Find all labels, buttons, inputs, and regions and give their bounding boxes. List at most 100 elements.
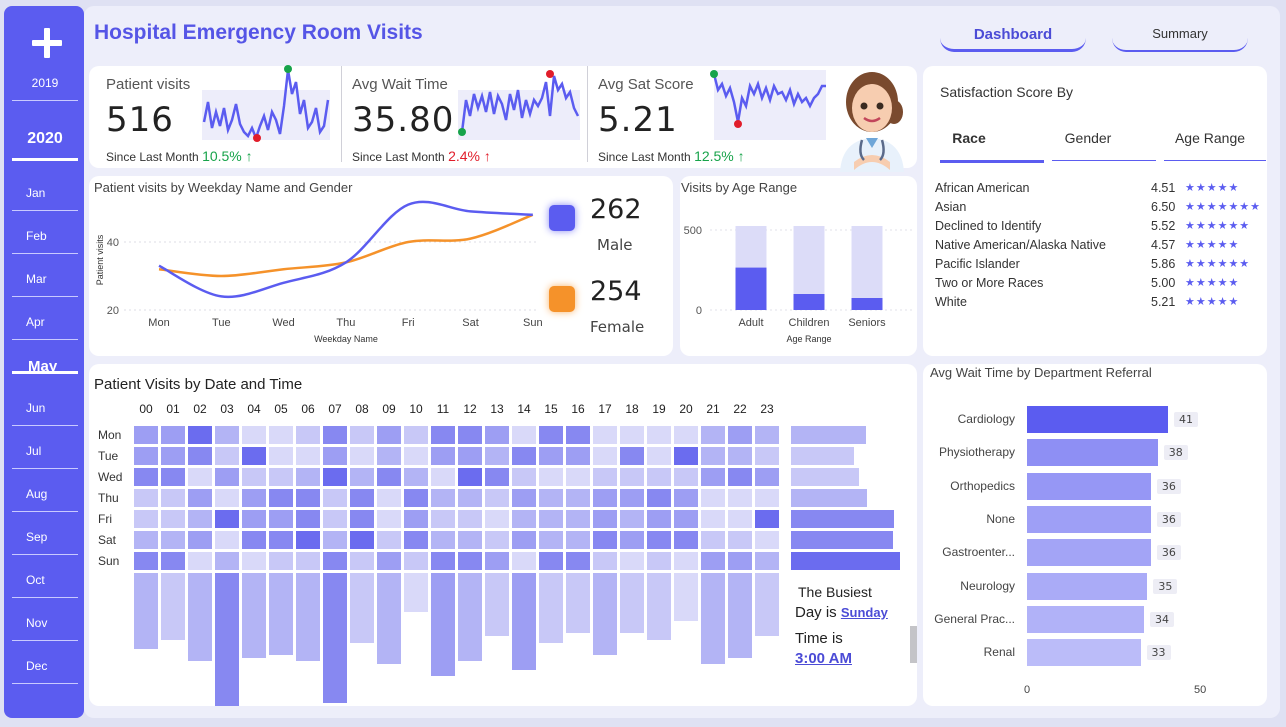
hour-total-bar[interactable] bbox=[647, 573, 671, 640]
heatmap-cell[interactable] bbox=[215, 531, 239, 549]
dept-bar[interactable] bbox=[1027, 605, 1144, 633]
heatmap-cell[interactable] bbox=[134, 510, 158, 528]
hour-total-bar[interactable] bbox=[458, 573, 482, 661]
heatmap-cell[interactable] bbox=[593, 552, 617, 570]
heatmap-cell[interactable] bbox=[755, 489, 779, 507]
heatmap-cell[interactable] bbox=[728, 426, 752, 444]
heatmap-cell[interactable] bbox=[350, 552, 374, 570]
heatmap-cell[interactable] bbox=[755, 510, 779, 528]
heatmap-cell[interactable] bbox=[728, 552, 752, 570]
heatmap-cell[interactable] bbox=[404, 510, 428, 528]
tab-gender[interactable]: Gender bbox=[1064, 130, 1112, 146]
heatmap-cell[interactable] bbox=[593, 447, 617, 465]
hour-total-bar[interactable] bbox=[377, 573, 401, 664]
heatmap-cell[interactable] bbox=[431, 447, 455, 465]
hour-total-bar[interactable] bbox=[701, 573, 725, 664]
heatmap-cell[interactable] bbox=[593, 468, 617, 486]
month-nov[interactable]: Nov bbox=[12, 616, 78, 641]
heatmap-cell[interactable] bbox=[269, 510, 293, 528]
heatmap-cell[interactable] bbox=[134, 489, 158, 507]
busiest-time-link[interactable]: 3:00 AM bbox=[795, 650, 852, 667]
heatmap-cell[interactable] bbox=[269, 468, 293, 486]
heatmap-cell[interactable] bbox=[485, 531, 509, 549]
heatmap-cell[interactable] bbox=[512, 426, 536, 444]
heatmap-cell[interactable] bbox=[215, 489, 239, 507]
heatmap-cell[interactable] bbox=[728, 510, 752, 528]
hour-total-bar[interactable] bbox=[323, 573, 347, 703]
heatmap-cell[interactable] bbox=[134, 426, 158, 444]
heatmap-cell[interactable] bbox=[161, 510, 185, 528]
heatmap-cell[interactable] bbox=[404, 426, 428, 444]
heatmap-cell[interactable] bbox=[566, 489, 590, 507]
heatmap-cell[interactable] bbox=[593, 489, 617, 507]
heatmap-cell[interactable] bbox=[485, 426, 509, 444]
day-total-bar[interactable] bbox=[791, 468, 859, 486]
heatmap-cell[interactable] bbox=[215, 447, 239, 465]
dept-bar[interactable] bbox=[1027, 572, 1148, 600]
heatmap-cell[interactable] bbox=[350, 510, 374, 528]
heatmap-cell[interactable] bbox=[431, 426, 455, 444]
bar-seniors[interactable] bbox=[851, 298, 883, 310]
heatmap-cell[interactable] bbox=[458, 447, 482, 465]
hour-total-bar[interactable] bbox=[242, 573, 266, 658]
heatmap-cell[interactable] bbox=[539, 489, 563, 507]
dept-bar[interactable] bbox=[1027, 472, 1151, 500]
heatmap-cell[interactable] bbox=[296, 468, 320, 486]
heatmap-cell[interactable] bbox=[404, 531, 428, 549]
heatmap-cell[interactable] bbox=[323, 531, 347, 549]
hour-total-bar[interactable] bbox=[539, 573, 563, 643]
heatmap-cell[interactable] bbox=[647, 489, 671, 507]
heatmap-cell[interactable] bbox=[323, 468, 347, 486]
day-total-bar[interactable] bbox=[791, 426, 866, 444]
day-total-bar[interactable] bbox=[791, 510, 894, 528]
heatmap-cell[interactable] bbox=[539, 426, 563, 444]
heatmap-cell[interactable] bbox=[269, 447, 293, 465]
heatmap-cell[interactable] bbox=[269, 552, 293, 570]
heatmap-cell[interactable] bbox=[647, 447, 671, 465]
heatmap-cell[interactable] bbox=[566, 552, 590, 570]
month-jun[interactable]: Jun bbox=[12, 401, 78, 426]
heatmap-cell[interactable] bbox=[566, 510, 590, 528]
heatmap-cell[interactable] bbox=[377, 447, 401, 465]
heatmap-cell[interactable] bbox=[188, 489, 212, 507]
heatmap-cell[interactable] bbox=[458, 552, 482, 570]
heatmap-cell[interactable] bbox=[431, 552, 455, 570]
heatmap-cell[interactable] bbox=[512, 447, 536, 465]
heatmap-cell[interactable] bbox=[296, 426, 320, 444]
hour-total-bar[interactable] bbox=[674, 573, 698, 621]
heatmap-cell[interactable] bbox=[215, 426, 239, 444]
heatmap-cell[interactable] bbox=[134, 531, 158, 549]
heatmap-cell[interactable] bbox=[350, 426, 374, 444]
heatmap-cell[interactable] bbox=[593, 426, 617, 444]
heatmap-cell[interactable] bbox=[458, 510, 482, 528]
heatmap-cell[interactable] bbox=[620, 468, 644, 486]
heatmap-cell[interactable] bbox=[242, 426, 266, 444]
heatmap-cell[interactable] bbox=[674, 510, 698, 528]
month-may[interactable]: May bbox=[12, 358, 78, 375]
heatmap-cell[interactable] bbox=[458, 531, 482, 549]
heatmap-cell[interactable] bbox=[323, 426, 347, 444]
heatmap-cell[interactable] bbox=[485, 468, 509, 486]
heatmap-cell[interactable] bbox=[242, 531, 266, 549]
heatmap-cell[interactable] bbox=[674, 447, 698, 465]
heatmap-cell[interactable] bbox=[296, 510, 320, 528]
heatmap-cell[interactable] bbox=[350, 447, 374, 465]
heatmap-cell[interactable] bbox=[539, 510, 563, 528]
heatmap-cell[interactable] bbox=[512, 510, 536, 528]
year-2020[interactable]: 2020 bbox=[12, 130, 78, 161]
heatmap-cell[interactable] bbox=[485, 510, 509, 528]
month-apr[interactable]: Apr bbox=[12, 315, 78, 340]
hour-total-bar[interactable] bbox=[431, 573, 455, 676]
heatmap-cell[interactable] bbox=[431, 510, 455, 528]
tab-age-range[interactable]: Age Range bbox=[1174, 130, 1246, 146]
heatmap-cell[interactable] bbox=[566, 447, 590, 465]
month-jul[interactable]: Jul bbox=[12, 444, 78, 469]
day-total-bar[interactable] bbox=[791, 552, 900, 570]
hour-total-bar[interactable] bbox=[728, 573, 752, 658]
hour-total-bar[interactable] bbox=[755, 573, 779, 636]
heatmap-cell[interactable] bbox=[539, 468, 563, 486]
heatmap-cell[interactable] bbox=[647, 510, 671, 528]
heatmap-cell[interactable] bbox=[674, 426, 698, 444]
heatmap-cell[interactable] bbox=[458, 468, 482, 486]
heatmap-cell[interactable] bbox=[620, 510, 644, 528]
